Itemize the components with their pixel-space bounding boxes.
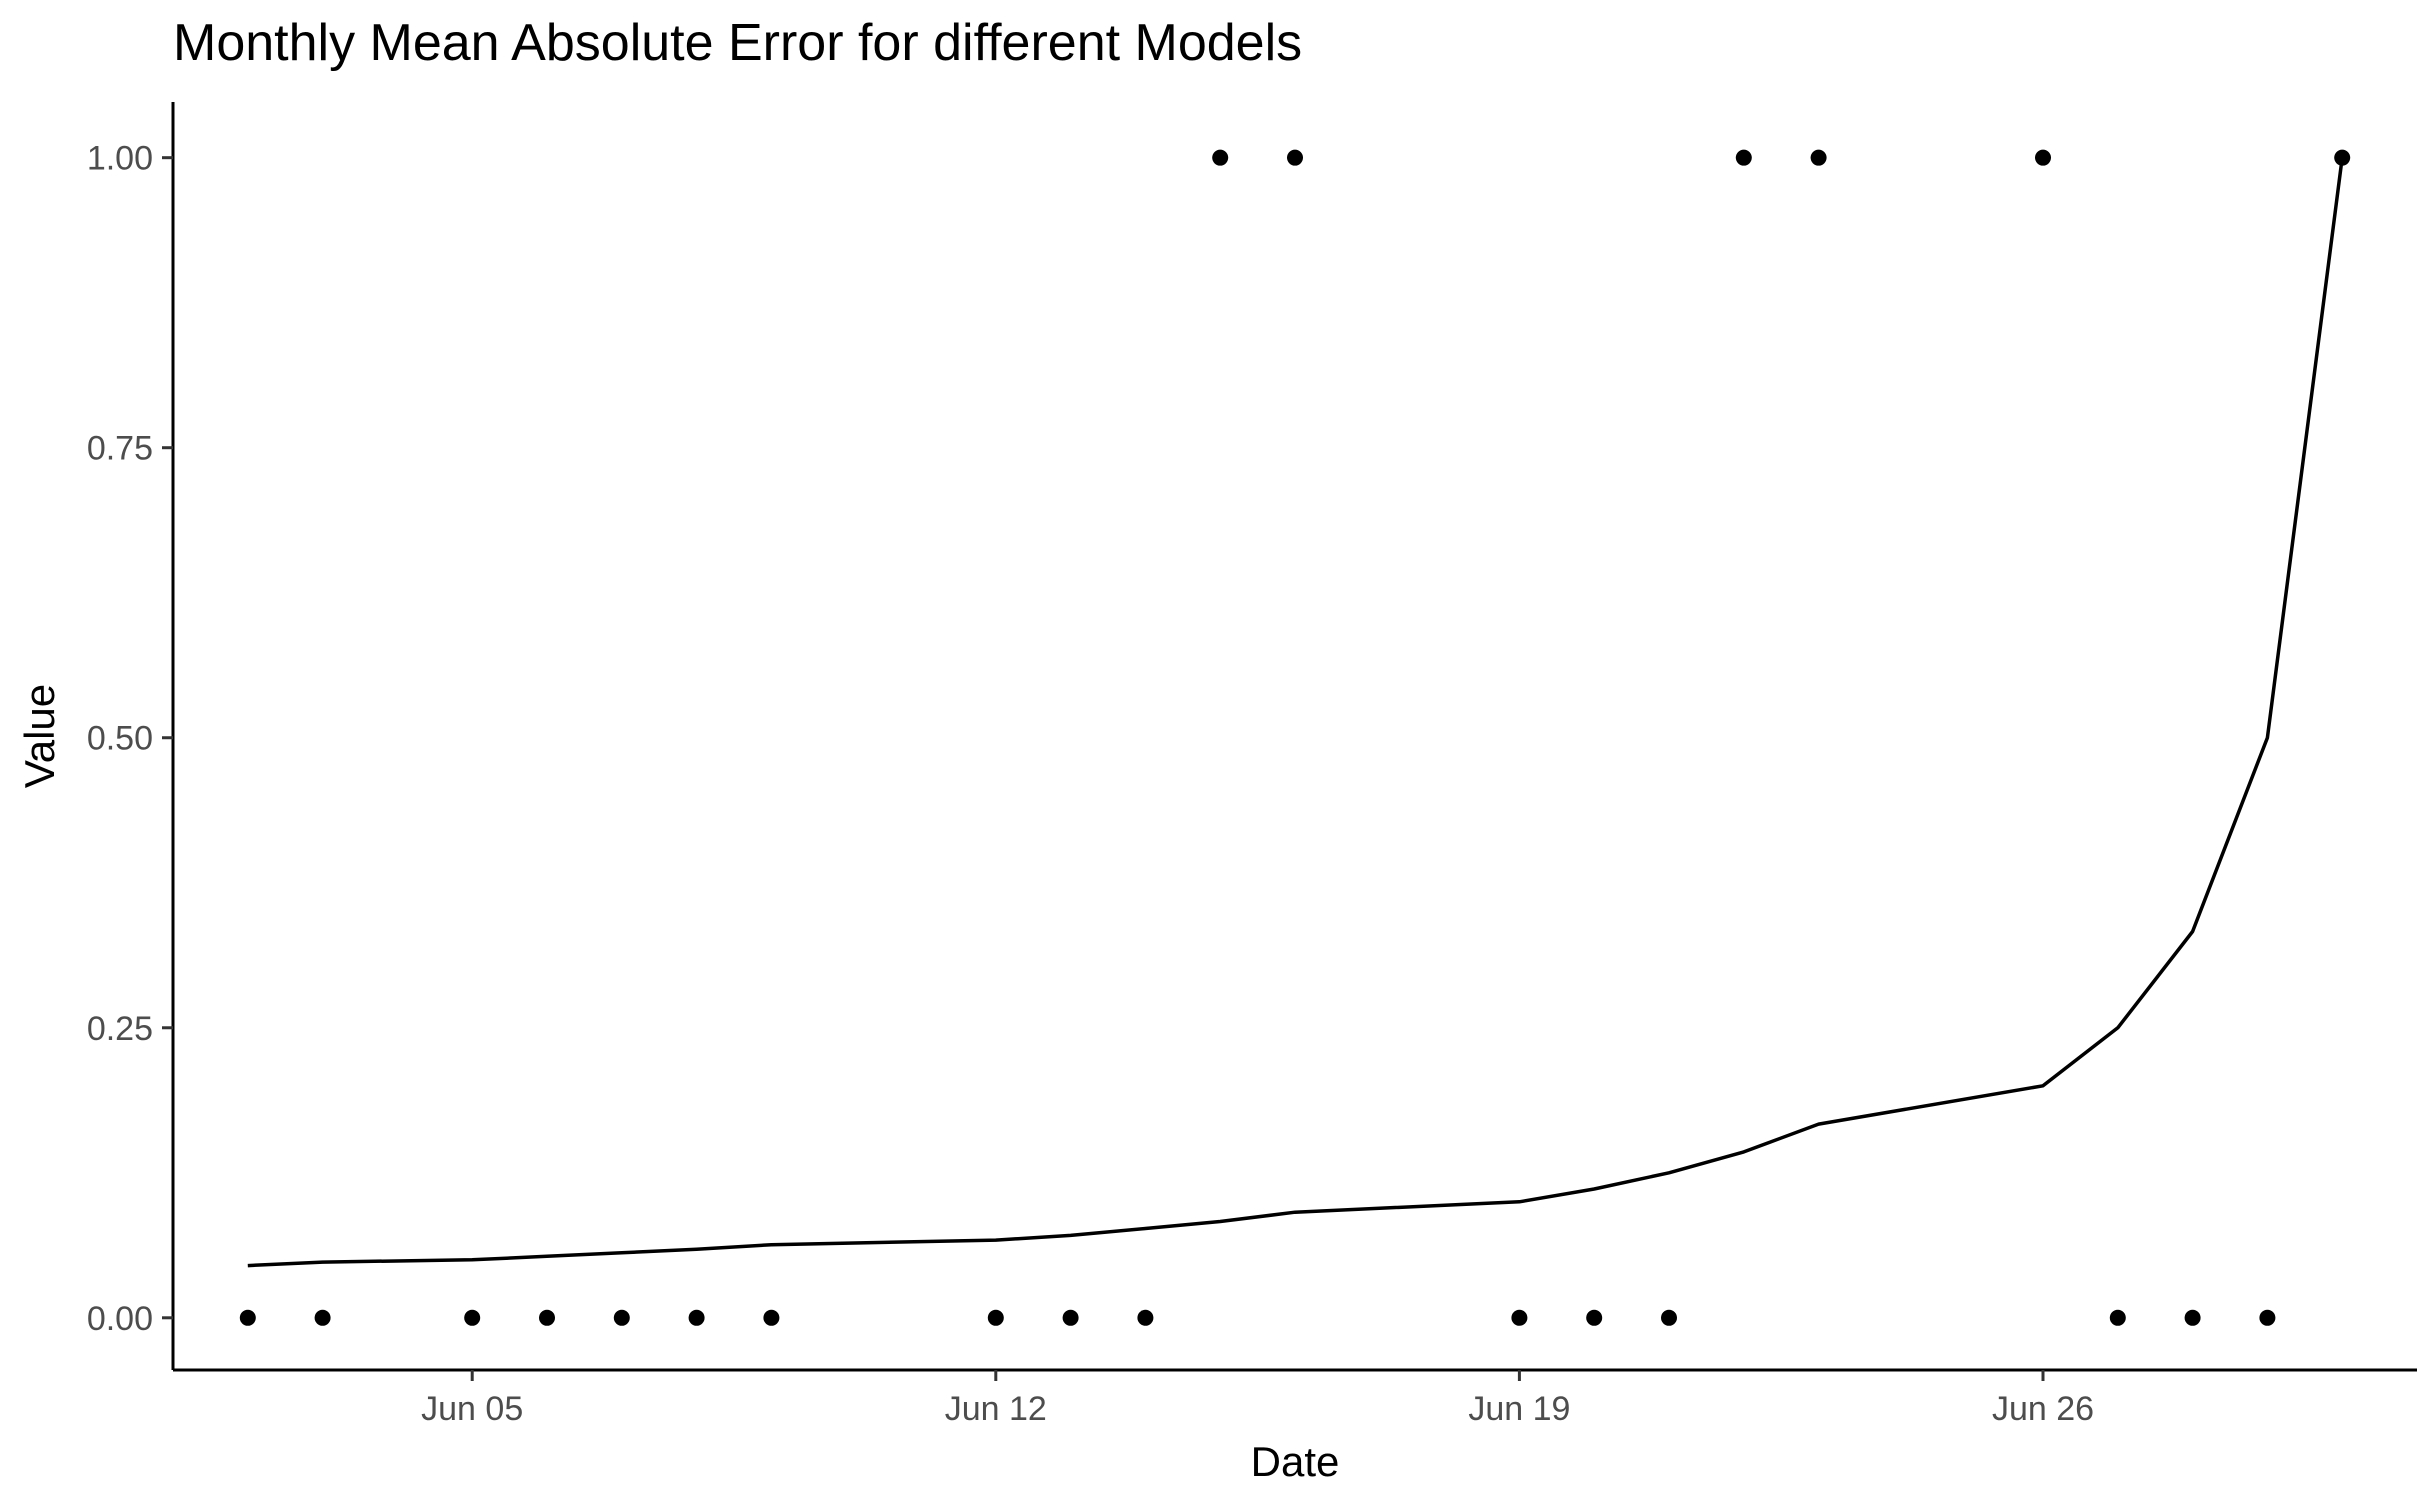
data-point xyxy=(464,1309,481,1326)
data-point xyxy=(1735,149,1752,166)
data-point xyxy=(1511,1309,1528,1326)
data-point xyxy=(1661,1309,1677,1326)
x-ticks: Jun 05 Jun 12 Jun 19 Jun 26 xyxy=(421,1370,2094,1428)
data-point xyxy=(1810,149,1827,166)
data-point xyxy=(1062,1309,1079,1326)
data-point xyxy=(1137,1309,1154,1326)
data-point xyxy=(2109,1309,2126,1326)
data-point xyxy=(1586,1309,1603,1326)
data-point xyxy=(688,1309,705,1326)
data-point xyxy=(987,1309,1004,1326)
y-tick-label: 1.00 xyxy=(87,140,153,178)
x-axis-title: Date xyxy=(1251,1438,1340,1485)
x-tick-label: Jun 26 xyxy=(1992,1390,2094,1428)
x-tick-label: Jun 19 xyxy=(1468,1390,1570,1428)
y-axis-title: Value xyxy=(16,684,63,788)
data-point xyxy=(2334,149,2351,166)
y-tick-label: 0.75 xyxy=(87,430,153,468)
data-points xyxy=(239,149,2351,1326)
data-point xyxy=(1287,149,1303,166)
data-point xyxy=(1212,149,1229,166)
y-tick-label: 0.00 xyxy=(87,1300,153,1338)
y-tick-label: 0.50 xyxy=(87,720,153,758)
chart-title: Monthly Mean Absolute Error for differen… xyxy=(173,14,1302,72)
data-point xyxy=(239,1309,256,1326)
data-point xyxy=(763,1309,780,1326)
data-point xyxy=(2259,1309,2276,1326)
x-tick-label: Jun 05 xyxy=(421,1390,523,1428)
data-point xyxy=(539,1309,555,1326)
mae-line xyxy=(247,157,2344,1268)
data-point xyxy=(613,1309,630,1326)
y-tick-label: 0.25 xyxy=(87,1010,153,1048)
y-ticks: 0.00 0.25 0.50 0.75 1.00 xyxy=(87,140,173,1338)
data-point xyxy=(2035,149,2051,166)
data-point xyxy=(2184,1309,2201,1326)
x-tick-label: Jun 12 xyxy=(945,1390,1047,1428)
data-point xyxy=(314,1309,331,1326)
